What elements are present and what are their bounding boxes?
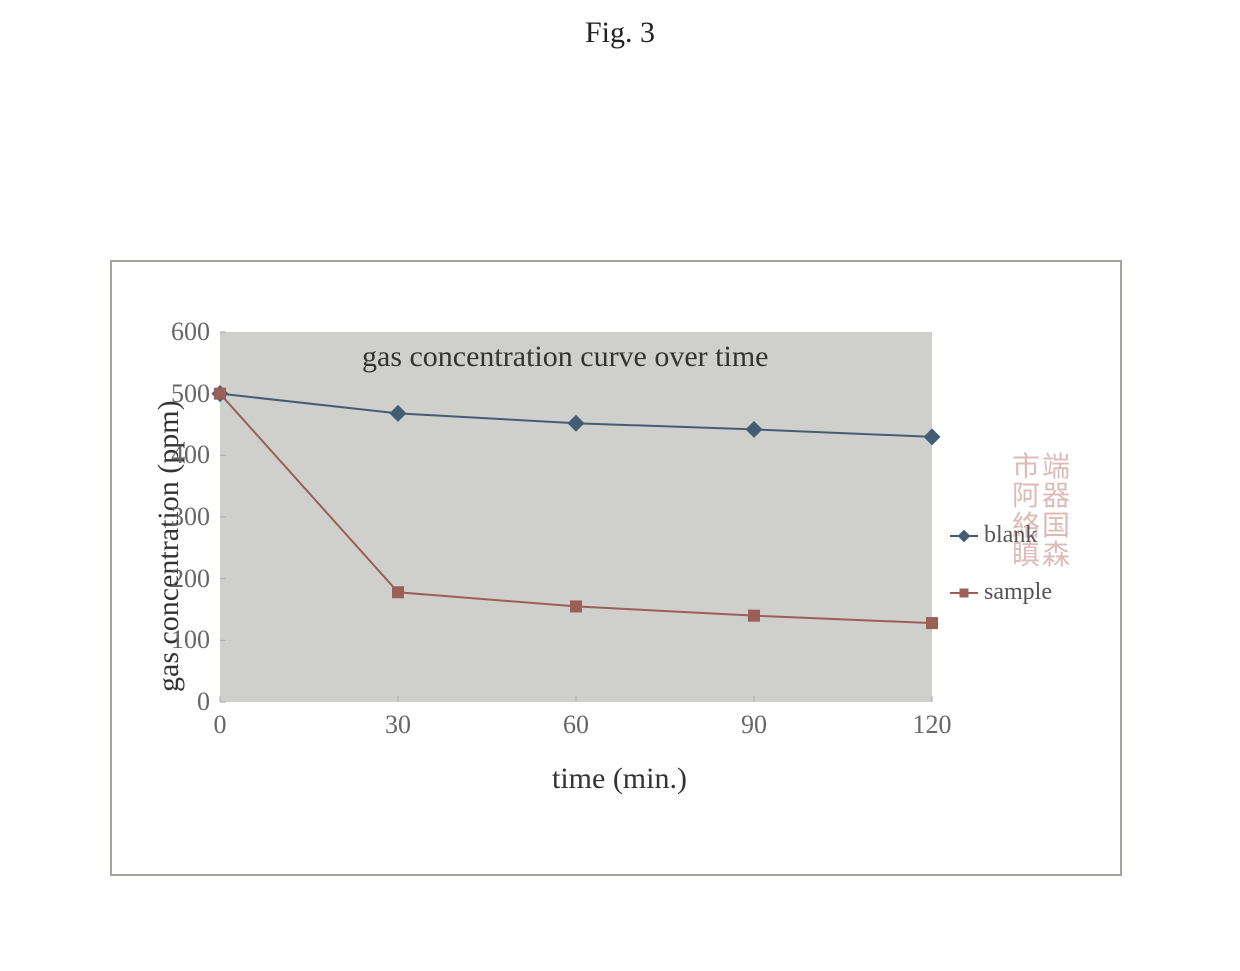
series-marker-blank xyxy=(390,405,407,422)
x-tick-label: 90 xyxy=(724,710,784,740)
legend-item-blank: blank xyxy=(950,522,1052,549)
series-marker-sample xyxy=(748,610,760,622)
plot-area xyxy=(220,332,932,702)
legend-label: blank xyxy=(984,522,1037,549)
y-tick-label: 600 xyxy=(160,317,210,347)
series-marker-sample xyxy=(392,586,404,598)
x-tick-label: 120 xyxy=(902,710,962,740)
legend-marker-icon xyxy=(958,529,971,542)
x-tick-label: 60 xyxy=(546,710,606,740)
chart-container: gas concentration curve over time gas co… xyxy=(110,260,1122,876)
figure-label: Fig. 3 xyxy=(0,16,1240,50)
series-marker-sample xyxy=(570,600,582,612)
legend-line-icon xyxy=(950,535,978,537)
y-tick-label: 300 xyxy=(160,502,210,532)
legend-line-icon xyxy=(950,592,978,594)
x-tick-label: 30 xyxy=(368,710,428,740)
legend-item-sample: sample xyxy=(950,579,1052,606)
legend: blank sample xyxy=(950,522,1052,636)
series-marker-blank xyxy=(568,415,585,432)
series-marker-sample xyxy=(214,388,226,400)
x-axis-label: time (min.) xyxy=(552,762,687,796)
plot-svg xyxy=(220,332,932,702)
chart-title: gas concentration curve over time xyxy=(362,340,769,374)
series-marker-sample xyxy=(926,617,938,629)
series-marker-blank xyxy=(746,421,763,438)
legend-marker-icon xyxy=(960,588,969,597)
x-tick-label: 0 xyxy=(190,710,250,740)
y-tick-label: 100 xyxy=(160,625,210,655)
y-tick-label: 400 xyxy=(160,440,210,470)
y-tick-label: 200 xyxy=(160,564,210,594)
series-marker-blank xyxy=(924,428,941,445)
legend-label: sample xyxy=(984,579,1052,606)
y-tick-label: 500 xyxy=(160,379,210,409)
